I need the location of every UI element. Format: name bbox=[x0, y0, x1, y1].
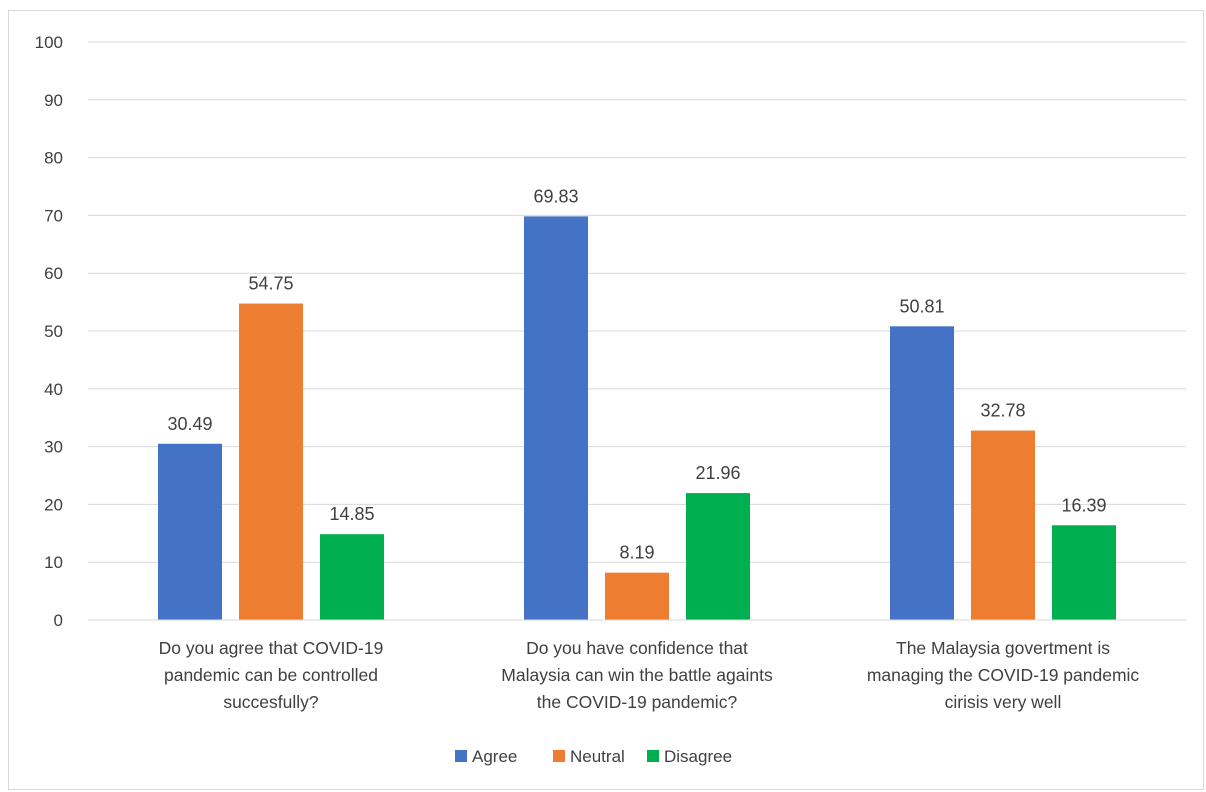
y-tick-label: 50 bbox=[44, 322, 63, 341]
bar-neutral bbox=[605, 572, 669, 620]
y-tick-label: 40 bbox=[44, 380, 63, 399]
bar-neutral bbox=[239, 303, 303, 620]
y-tick-label: 60 bbox=[44, 264, 63, 283]
bar-disagree bbox=[1052, 525, 1116, 620]
x-category-label: the COVID-19 pandemic? bbox=[537, 692, 738, 712]
x-category-label: succesfully? bbox=[223, 692, 319, 712]
x-category-label: Do you have confidence that bbox=[526, 638, 748, 658]
data-label: 16.39 bbox=[1061, 495, 1106, 515]
y-tick-label: 0 bbox=[54, 611, 63, 630]
data-label: 50.81 bbox=[899, 296, 944, 316]
legend-label: Disagree bbox=[664, 747, 732, 766]
x-category-label: pandemic can be controlled bbox=[164, 665, 378, 685]
data-label: 21.96 bbox=[695, 463, 740, 483]
y-tick-label: 20 bbox=[44, 495, 63, 514]
data-label: 32.78 bbox=[980, 401, 1025, 421]
x-category-label: cirisis very well bbox=[945, 692, 1062, 712]
legend-swatch bbox=[647, 750, 659, 762]
data-label: 30.49 bbox=[167, 414, 212, 434]
data-label: 69.83 bbox=[533, 186, 578, 206]
x-category-label: Malaysia can win the battle againts bbox=[501, 665, 773, 685]
legend-item-disagree: Disagree bbox=[647, 747, 732, 766]
bar-disagree bbox=[686, 493, 750, 620]
bars bbox=[158, 216, 1116, 620]
data-label: 54.75 bbox=[248, 274, 293, 294]
y-tick-label: 10 bbox=[44, 553, 63, 572]
legend-swatch bbox=[455, 750, 467, 762]
data-label: 8.19 bbox=[619, 543, 654, 563]
data-labels: 30.49 69.83 50.81 54.75 8.19 32.78 14.85 21.96 1… bbox=[167, 186, 1106, 562]
y-tick-label: 70 bbox=[44, 206, 63, 225]
x-category-label: managing the COVID-19 pandemic bbox=[867, 665, 1140, 685]
x-category-label: Do you agree that COVID-19 bbox=[159, 638, 384, 658]
legend-label: Neutral bbox=[570, 747, 625, 766]
y-axis: 0 10 20 30 40 50 60 70 80 90 100 bbox=[35, 33, 63, 630]
legend-item-agree: Agree bbox=[455, 747, 517, 766]
legend-item-neutral: Neutral bbox=[553, 747, 625, 766]
data-label: 14.85 bbox=[329, 504, 374, 524]
chart-frame bbox=[8, 10, 1204, 790]
bar-agree bbox=[158, 443, 222, 620]
y-tick-label: 80 bbox=[44, 149, 63, 168]
y-tick-label: 30 bbox=[44, 438, 63, 457]
bar-disagree bbox=[320, 534, 384, 620]
legend-label: Agree bbox=[472, 747, 517, 766]
bar-agree bbox=[890, 326, 954, 620]
y-tick-label: 100 bbox=[35, 33, 63, 52]
x-category-label: The Malaysia govertment is bbox=[896, 638, 1110, 658]
bar-neutral bbox=[971, 430, 1035, 620]
legend-swatch bbox=[553, 750, 565, 762]
bar-agree bbox=[524, 216, 588, 620]
legend: Agree Neutral Disagree bbox=[455, 747, 732, 766]
y-tick-label: 90 bbox=[44, 91, 63, 110]
x-axis: Do you agree that COVID-19 pandemic can b… bbox=[88, 619, 1186, 712]
